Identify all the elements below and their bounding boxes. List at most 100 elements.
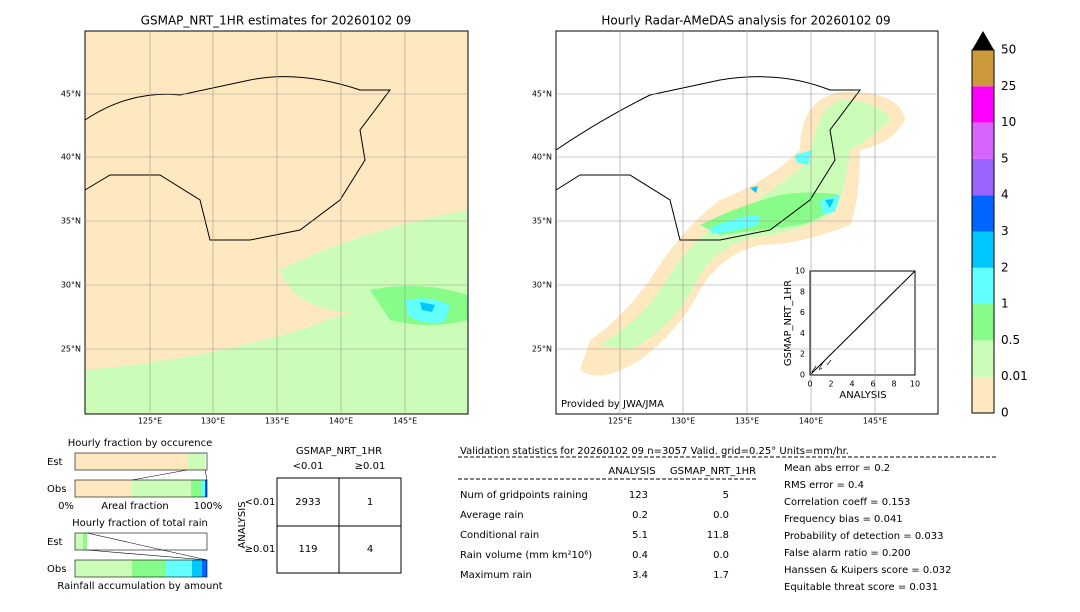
- validation-header: Validation statistics for 20260102 09 n=…: [460, 446, 849, 457]
- lat-label: 30°N: [61, 281, 81, 290]
- colorbar-cell: [972, 122, 994, 159]
- stat-label: Rain volume (mm km²10⁶): [460, 550, 592, 561]
- bar-seg: [75, 533, 83, 550]
- axis-label: Areal fraction: [101, 501, 168, 512]
- lon-label: 130°E: [671, 417, 695, 426]
- col-header: ANALYSIS: [608, 466, 655, 477]
- bar-seg: [191, 480, 201, 497]
- row-label: <0.01: [245, 497, 276, 508]
- coastline: [84, 76, 391, 241]
- colorbar-cell: [972, 158, 994, 196]
- lat-label: 40°N: [532, 153, 552, 162]
- table-cell: 119: [298, 544, 317, 555]
- inset-tick: 6: [800, 308, 805, 317]
- colorbar-cell: [972, 231, 994, 268]
- bar-seg: [187, 453, 205, 470]
- score: Correlation coeff = 0.153: [784, 497, 910, 508]
- colorbar-cell: [972, 340, 994, 377]
- bar-seg: [75, 560, 132, 577]
- inset-tick: 2: [800, 350, 805, 359]
- row-label: Obs: [47, 484, 66, 495]
- inset-tick: 2: [828, 380, 833, 389]
- bar-frame: [74, 532, 208, 551]
- stat-label: Conditional rain: [460, 530, 539, 541]
- inset-tick: 10: [910, 380, 920, 389]
- lon-label: 125°E: [608, 417, 632, 426]
- bar-seg: [83, 533, 87, 550]
- bar-seg: [75, 480, 132, 497]
- row-label: Obs: [47, 564, 66, 575]
- stat-value: 0.0: [713, 550, 729, 561]
- stat-value: 5.1: [632, 530, 648, 541]
- col-header: GSMAP_NRT_1HR: [670, 466, 756, 477]
- inset-tick: 6: [870, 380, 875, 389]
- table-grid: [277, 478, 401, 573]
- colorbar-label: 25: [1001, 79, 1016, 93]
- lon-label: 130°E: [201, 417, 225, 426]
- rain-area: [710, 150, 840, 234]
- colorbar-cell: [972, 195, 994, 232]
- rain-area: [85, 280, 468, 414]
- row-label: Est: [47, 537, 63, 548]
- bar-seg: [132, 560, 166, 577]
- lat-label: 35°N: [61, 217, 81, 226]
- score: Frequency bias = 0.041: [784, 514, 903, 525]
- lat-label: 30°N: [532, 281, 552, 290]
- credit: Provided by JWA/JMA: [561, 399, 664, 410]
- bar-frame: [74, 479, 208, 498]
- stat-value: 1.7: [713, 570, 729, 581]
- lat-label: 25°N: [532, 345, 552, 354]
- colorbar-label: 4: [1001, 188, 1009, 202]
- colorbar-cell: [972, 304, 994, 341]
- colorbar-cell: [972, 50, 994, 87]
- inset-tick: 0: [800, 371, 805, 380]
- stat-label: Num of gridpoints raining: [460, 490, 588, 501]
- lon-label: 145°E: [863, 417, 887, 426]
- colorbar-label: 1: [1001, 297, 1009, 311]
- score: False alarm ratio = 0.200: [784, 548, 911, 559]
- colorbar-label: 3: [1001, 224, 1009, 238]
- score: Equitable threat score = 0.031: [784, 582, 938, 593]
- stat-value: 0.4: [632, 550, 648, 561]
- left-map-frame: [84, 30, 469, 415]
- stat-value: 5: [723, 490, 729, 501]
- lat-label: 45°N: [61, 90, 81, 99]
- bar-seg: [202, 560, 207, 577]
- stat-value: 0.2: [632, 510, 648, 521]
- colorbar-label: 0.01: [1001, 369, 1028, 383]
- inset-tick: 8: [800, 287, 805, 296]
- lat-label: 40°N: [61, 153, 81, 162]
- col-label: <0.01: [293, 461, 324, 472]
- colorbar-label: 5: [1001, 151, 1009, 165]
- colorbar-label: 50: [1001, 43, 1016, 57]
- bar-seg: [132, 480, 191, 497]
- bar-seg: [201, 480, 205, 497]
- bar-seg: [192, 560, 202, 577]
- colorbar-label: 2: [1001, 260, 1009, 274]
- colorbar-extend: [972, 31, 994, 50]
- colorbar-cell: [972, 86, 994, 123]
- colorbar-frame: [971, 49, 995, 414]
- table-cell: 2933: [295, 497, 320, 508]
- connector: [86, 532, 208, 561]
- stat-value: 3.4: [632, 570, 648, 581]
- rain-area: [420, 302, 435, 312]
- colorbar-label: 10: [1001, 115, 1016, 129]
- coastline: [555, 76, 861, 241]
- stat-value: 11.8: [707, 530, 729, 541]
- diagonal: [809, 270, 916, 376]
- inset-ylabel: GSMAP_NRT_1HR: [783, 280, 794, 366]
- col-label: ≥0.01: [355, 461, 386, 472]
- colorbar-label: 0: [1001, 406, 1009, 420]
- panel-title: Hourly fraction of total rain: [72, 518, 208, 529]
- lat-label: 35°N: [532, 217, 552, 226]
- bar-frame: [74, 559, 208, 578]
- score: Hanssen & Kuipers score = 0.032: [784, 565, 951, 576]
- table-cell: 1: [367, 497, 373, 508]
- colorbar-label: 0.5: [1001, 333, 1020, 347]
- axis-label: 0%: [58, 501, 74, 512]
- colorbar-cell: [972, 267, 994, 305]
- inset-tick: 4: [800, 329, 805, 338]
